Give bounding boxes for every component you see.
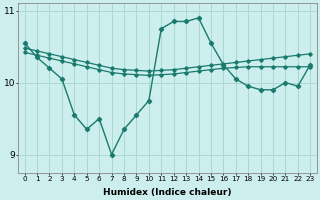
X-axis label: Humidex (Indice chaleur): Humidex (Indice chaleur) [103,188,232,197]
